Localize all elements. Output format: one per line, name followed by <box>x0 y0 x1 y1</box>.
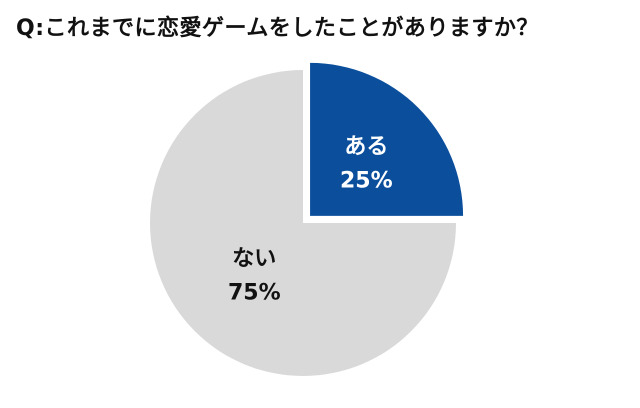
pie-slice-no <box>150 70 456 376</box>
slice-value-yes: 25% <box>340 169 393 194</box>
slice-label-no: ない <box>232 247 276 272</box>
slice-value-no: 75% <box>228 281 281 306</box>
pie-slice-yes <box>310 62 464 216</box>
slice-label-yes: ある <box>344 135 388 160</box>
question-title: Q:これまでに恋愛ゲームをしたことがありますか？ <box>16 16 539 41</box>
